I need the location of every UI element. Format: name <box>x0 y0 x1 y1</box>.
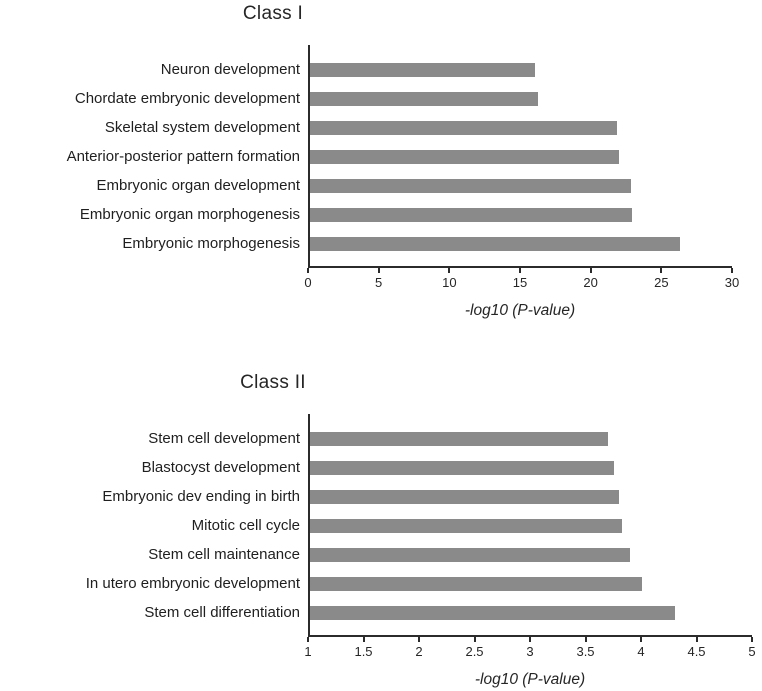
chart-title: Class I <box>242 3 304 24</box>
category-label: Mitotic cell cycle <box>191 517 300 534</box>
bar-row <box>310 511 752 540</box>
category-label: Embryonic dev ending in birth <box>102 488 300 505</box>
bar-row <box>310 55 732 84</box>
tick-mark <box>660 268 663 273</box>
tick-label: 10 <box>442 275 457 290</box>
x-axis-ticks: 0 5 10 15 20 25 30 <box>304 268 739 294</box>
tick-label: 20 <box>583 275 598 290</box>
category-label: Stem cell development <box>148 430 300 447</box>
bar <box>310 576 642 591</box>
bar <box>310 518 622 533</box>
tick-mark <box>640 637 642 642</box>
category-label: Embryonic organ development <box>96 177 300 194</box>
class-i-chart: Class I Neuron development Chordate embry… <box>8 3 752 320</box>
bar <box>310 236 680 251</box>
tick-mark <box>589 268 592 273</box>
category-label: Stem cell maintenance <box>148 546 300 563</box>
category-label: Embryonic organ morphogenesis <box>79 206 300 223</box>
x-axis-ticks: 1 1.5 2 2.5 3 3.5 4 4.5 5 <box>304 637 756 663</box>
bar <box>310 489 620 504</box>
tick-label: 2.5 <box>465 644 484 659</box>
x-axis-label: -log10 (P-value) <box>474 671 586 688</box>
bar-row <box>310 113 732 142</box>
bar <box>310 460 614 475</box>
bar <box>310 207 633 222</box>
tick-label: 3.5 <box>576 644 595 659</box>
bar <box>310 120 617 135</box>
plot-column: 1 1.5 2 2.5 3 3.5 4 4.5 5 -log10 (P-value) <box>304 414 756 689</box>
category-label: Embryonic morphogenesis <box>122 235 300 252</box>
tick-mark <box>448 268 451 273</box>
chart-body: Stem cell development Blastocyst developm… <box>8 414 756 689</box>
bar-row <box>310 482 752 511</box>
tick-mark <box>695 637 698 642</box>
category-axis: Neuron development Chordate embryonic dev… <box>8 45 308 258</box>
plot-area <box>308 414 752 637</box>
tick-mark <box>307 268 309 273</box>
tick-label: 4.5 <box>687 644 706 659</box>
tick-label: 3 <box>526 644 534 659</box>
bar <box>310 547 631 562</box>
bar-row <box>310 540 752 569</box>
chart-title: Class II <box>240 372 306 393</box>
category-label: Chordate embryonic development <box>74 90 300 107</box>
bar-row <box>310 84 732 113</box>
bar-row <box>310 424 752 453</box>
tick-label: 5 <box>748 644 756 659</box>
bar-row <box>310 200 732 229</box>
bar-row <box>310 453 752 482</box>
category-label: Anterior-posterior pattern formation <box>66 148 300 165</box>
tick-mark <box>529 637 531 642</box>
tick-mark <box>473 637 476 642</box>
tick-label: 15 <box>512 275 528 290</box>
tick-label: 4 <box>637 644 645 659</box>
plot-area <box>308 45 732 268</box>
bar <box>310 149 620 164</box>
category-label: Skeletal system development <box>104 119 300 136</box>
category-label: In utero embryonic development <box>85 575 300 592</box>
bar <box>310 91 538 106</box>
tick-label: 1 <box>304 644 312 659</box>
tick-label: 25 <box>654 275 669 290</box>
category-label: Stem cell differentiation <box>144 604 300 621</box>
tick-mark <box>519 268 521 273</box>
bar-row <box>310 569 752 598</box>
tick-label: 5 <box>375 275 383 290</box>
tick-mark <box>377 268 380 273</box>
plot-column: 0 5 10 15 20 25 30 -log10 (P-value) <box>304 45 739 320</box>
bar <box>310 62 536 77</box>
chart-body: Neuron development Chordate embryonic dev… <box>8 45 752 320</box>
tick-mark <box>362 637 365 642</box>
class-ii-chart: Class II Stem cell development Blastocyst… <box>8 372 756 689</box>
tick-mark <box>418 637 420 642</box>
tick-mark <box>584 637 587 642</box>
tick-label: 1.5 <box>354 644 373 659</box>
x-axis-label: -log10 (P-value) <box>464 302 576 319</box>
tick-mark <box>751 637 753 642</box>
category-label: Blastocyst development <box>141 459 300 476</box>
bar-row <box>310 142 732 171</box>
tick-label: 30 <box>724 275 740 290</box>
bar-row <box>310 229 732 258</box>
tick-label: 2 <box>415 644 423 659</box>
bar-row <box>310 171 732 200</box>
bar <box>310 431 609 446</box>
tick-mark <box>731 268 733 273</box>
bar-row <box>310 598 752 627</box>
tick-mark <box>307 637 309 642</box>
bar <box>310 605 675 620</box>
tick-label: 0 <box>304 275 312 290</box>
bar <box>310 178 631 193</box>
category-axis: Stem cell development Blastocyst developm… <box>8 414 308 627</box>
category-label: Neuron development <box>160 61 300 78</box>
